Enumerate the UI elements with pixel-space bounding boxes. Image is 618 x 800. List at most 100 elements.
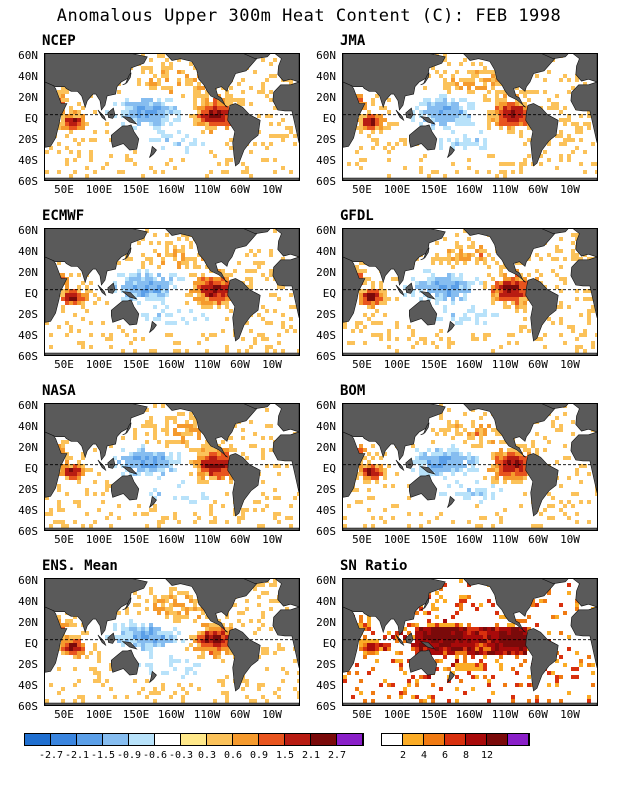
longitude-label: 160W [157,708,185,721]
panel-label: NCEP [42,33,76,49]
longitude-label: 160W [157,533,185,546]
latitude-label: 60N [18,399,38,412]
latitude-label: EQ [322,287,336,300]
latitude-label: EQ [24,287,38,300]
longitude-label: 110W [491,183,519,196]
longitude-label: 150E [122,183,150,196]
latitude-label: 20N [316,266,336,279]
colorbar-swatch [129,734,155,745]
map-panel: ECMWF 60N 40N 20N EQ 20S 40S 60S 50E 100E 150E 160W… [18,208,342,408]
colorbar-tick-label: 12 [480,750,494,761]
colorbar-swatch [207,734,233,745]
longitude-label: 60W [230,533,250,546]
map-panel: NASA 60N 40N 20N EQ 20S 40S 60S 50E 100E 150E 160W 1… [18,383,342,583]
colorbar-swatch [382,734,403,745]
map-canvas [45,54,299,180]
colorbar-tick-label: -2.1 [64,750,90,761]
colorbar-swatch [403,734,424,745]
colorbar-tick-label: 6 [441,750,449,761]
longitude-label: 150E [420,183,448,196]
colorbar-tick-label: 1.5 [275,750,295,761]
colorbar-tick-label: 2.7 [327,750,347,761]
panel-label: GFDL [340,208,374,224]
latitude-label: EQ [24,112,38,125]
map-canvas [343,579,597,705]
latitude-label: 20S [18,133,38,146]
map-canvas [45,579,299,705]
longitude-label: 100E [383,183,411,196]
anomaly-colorbar [24,733,364,746]
colorbar-tick-label: 0.3 [197,750,217,761]
colorbar-tick-label: 0.9 [249,750,269,761]
land-mask [45,404,299,530]
colorbar-tick-label: -2.7 [38,750,64,761]
latitude-label: 60S [18,350,38,363]
latitude-label: 40S [18,154,38,167]
longitude-label: 100E [85,183,113,196]
colorbar-tick-label: 2.1 [301,750,321,761]
colorbar-swatch [487,734,508,745]
latitude-label: 40N [316,245,336,258]
colorbar-tick-label: 8 [462,750,470,761]
map-canvas [343,54,597,180]
longitude-label: 10W [262,533,282,546]
sn-ratio-colorbar [381,733,530,746]
map-frame [44,53,300,181]
longitude-label: 160W [157,358,185,371]
longitude-label: 60W [528,533,548,546]
map-panel: BOM 60N 40N 20N EQ 20S 40S 60S 50E 100E 150E 160W 11… [316,383,618,583]
longitude-label: 160W [455,708,483,721]
longitude-label: 50E [54,533,74,546]
map-frame [342,228,598,356]
map-panel: NCEP 60N 40N 20N EQ 20S 40S 60S 50E 100E 150E 160W 1… [18,33,342,233]
latitude-label: 20S [18,308,38,321]
longitude-label: 150E [122,708,150,721]
longitude-label: 100E [383,708,411,721]
latitude-label: 60S [316,700,336,713]
longitude-label: 160W [455,183,483,196]
map-canvas [343,404,597,530]
panel-label: NASA [42,383,76,399]
latitude-label: 40N [18,595,38,608]
longitude-label: 150E [420,708,448,721]
latitude-label: 40S [316,504,336,517]
latitude-label: 40S [316,329,336,342]
land-mask [45,54,299,180]
land-mask [343,54,597,180]
latitude-label: 60N [18,49,38,62]
map-frame [342,53,598,181]
map-canvas [45,404,299,530]
latitude-label: 20N [18,91,38,104]
latitude-label: 20N [18,441,38,454]
latitude-label: 60S [18,700,38,713]
latitude-label: 60N [18,574,38,587]
latitude-label: 40N [18,420,38,433]
colorbar-tick-label: 4 [420,750,428,761]
panel-label: BOM [340,383,366,399]
longitude-label: 50E [352,708,372,721]
latitude-label: 60N [316,49,336,62]
colorbar-tick-label: 0.6 [223,750,243,761]
latitude-label: 40S [316,154,336,167]
longitude-label: 10W [262,358,282,371]
latitude-label: 60N [18,224,38,237]
longitude-label: 10W [262,708,282,721]
latitude-label: 40N [18,70,38,83]
map-frame [44,403,300,531]
colorbar-swatch [337,734,363,745]
latitude-label: EQ [24,637,38,650]
map-panel: ENS. Mean 60N 40N 20N EQ 20S 40S 60S 50E 100E 150E… [18,558,342,758]
latitude-label: 60S [18,175,38,188]
longitude-label: 60W [230,183,250,196]
longitude-label: 110W [193,183,221,196]
colorbar-tick-label: -0.9 [116,750,142,761]
latitude-label: 20N [316,441,336,454]
longitude-label: 10W [262,183,282,196]
latitude-label: 40S [18,504,38,517]
colorbar-tick-label: -0.3 [168,750,194,761]
map-frame [342,403,598,531]
colorbar-swatch [259,734,285,745]
longitude-label: 100E [85,533,113,546]
latitude-label: 20N [18,616,38,629]
colorbar-swatch [311,734,337,745]
